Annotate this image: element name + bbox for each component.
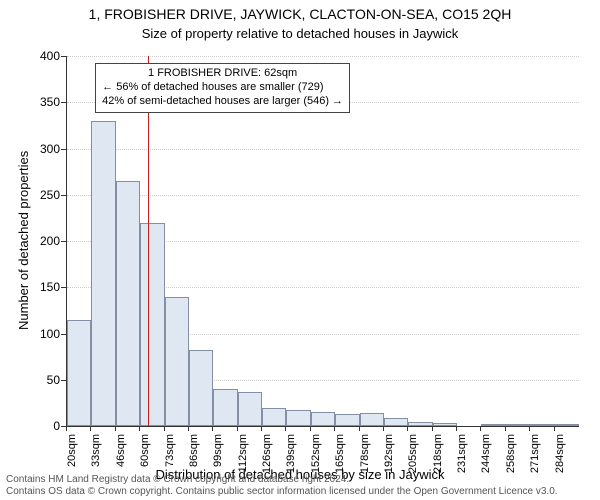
y-tick-label: 300 <box>10 142 60 156</box>
bar <box>408 422 432 426</box>
x-tick-mark <box>212 426 213 431</box>
x-tick-mark <box>407 426 408 431</box>
x-tick-label: 112sqm <box>237 434 249 474</box>
x-tick-label: 205sqm <box>407 434 419 474</box>
y-tick-label: 150 <box>10 280 60 294</box>
annotation-line: ← 56% of detached houses are smaller (72… <box>102 81 343 95</box>
grid-line <box>67 56 579 57</box>
x-tick-label: 284sqm <box>554 434 566 474</box>
bar <box>189 350 213 426</box>
x-tick-mark <box>334 426 335 431</box>
bar <box>311 412 335 426</box>
bar <box>67 320 91 426</box>
x-tick-mark <box>90 426 91 431</box>
y-tick-mark <box>61 149 66 150</box>
x-tick-label: 126sqm <box>261 434 273 474</box>
bar <box>384 418 408 426</box>
x-tick-label: 218sqm <box>432 434 444 474</box>
x-tick-mark <box>285 426 286 431</box>
x-tick-mark <box>480 426 481 431</box>
x-tick-label: 139sqm <box>285 434 297 474</box>
x-tick-label: 152sqm <box>310 434 322 474</box>
y-tick-mark <box>61 195 66 196</box>
bar <box>335 414 359 426</box>
x-tick-label: 165sqm <box>334 434 346 474</box>
x-tick-mark <box>529 426 530 431</box>
x-tick-mark <box>188 426 189 431</box>
bar <box>506 424 530 426</box>
y-tick-mark <box>61 380 66 381</box>
y-tick-label: 250 <box>10 188 60 202</box>
bar <box>262 408 286 427</box>
x-tick-label: 244sqm <box>480 434 492 474</box>
y-tick-label: 100 <box>10 327 60 341</box>
x-tick-mark <box>359 426 360 431</box>
x-tick-mark <box>310 426 311 431</box>
x-tick-label: 60sqm <box>139 434 151 474</box>
x-tick-mark <box>261 426 262 431</box>
plot-area: 1 FROBISHER DRIVE: 62sqm← 56% of detache… <box>66 56 579 427</box>
bar <box>116 181 140 426</box>
bar <box>481 424 505 426</box>
bar <box>530 424 554 426</box>
x-tick-label: 20sqm <box>66 434 78 474</box>
x-tick-mark <box>164 426 165 431</box>
y-tick-label: 0 <box>10 419 60 433</box>
x-tick-label: 192sqm <box>383 434 395 474</box>
x-tick-label: 46sqm <box>115 434 127 474</box>
bar <box>286 410 310 426</box>
y-tick-mark <box>61 56 66 57</box>
x-tick-label: 99sqm <box>212 434 224 474</box>
x-tick-label: 178sqm <box>359 434 371 474</box>
grid-line <box>67 195 579 196</box>
bar <box>555 424 579 426</box>
y-tick-mark <box>61 287 66 288</box>
x-tick-mark <box>139 426 140 431</box>
x-tick-label: 33sqm <box>90 434 102 474</box>
bar <box>238 392 262 426</box>
footer-text: Contains HM Land Registry data © Crown c… <box>6 474 558 498</box>
x-tick-mark <box>456 426 457 431</box>
x-tick-mark <box>505 426 506 431</box>
bar <box>165 297 189 427</box>
x-tick-label: 258sqm <box>505 434 517 474</box>
bar <box>213 389 237 426</box>
x-tick-mark <box>66 426 67 431</box>
y-tick-mark <box>61 334 66 335</box>
x-tick-label: 231sqm <box>456 434 468 474</box>
y-tick-label: 400 <box>10 49 60 63</box>
x-tick-mark <box>115 426 116 431</box>
annotation-line: 42% of semi-detached houses are larger (… <box>102 95 343 109</box>
chart-container: 1, FROBISHER DRIVE, JAYWICK, CLACTON-ON-… <box>0 0 600 500</box>
x-tick-label: 73sqm <box>164 434 176 474</box>
bar <box>360 413 384 426</box>
page-subtitle: Size of property relative to detached ho… <box>0 26 600 41</box>
x-tick-mark <box>432 426 433 431</box>
footer-line-1: Contains HM Land Registry data © Crown c… <box>6 474 558 486</box>
page-title: 1, FROBISHER DRIVE, JAYWICK, CLACTON-ON-… <box>0 6 600 22</box>
y-tick-label: 50 <box>10 373 60 387</box>
footer-line-2: Contains OS data © Crown copyright. Cont… <box>6 486 558 498</box>
x-tick-mark <box>237 426 238 431</box>
bar <box>91 121 115 426</box>
annotation-line: 1 FROBISHER DRIVE: 62sqm <box>102 67 343 81</box>
bar <box>433 423 457 426</box>
y-tick-mark <box>61 241 66 242</box>
x-tick-label: 271sqm <box>529 434 541 474</box>
annotation-box: 1 FROBISHER DRIVE: 62sqm← 56% of detache… <box>95 63 350 112</box>
y-tick-label: 200 <box>10 234 60 248</box>
x-tick-mark <box>554 426 555 431</box>
y-tick-mark <box>61 102 66 103</box>
x-tick-label: 86sqm <box>188 434 200 474</box>
bar <box>140 223 164 427</box>
grid-line <box>67 149 579 150</box>
x-tick-mark <box>383 426 384 431</box>
y-tick-label: 350 <box>10 95 60 109</box>
